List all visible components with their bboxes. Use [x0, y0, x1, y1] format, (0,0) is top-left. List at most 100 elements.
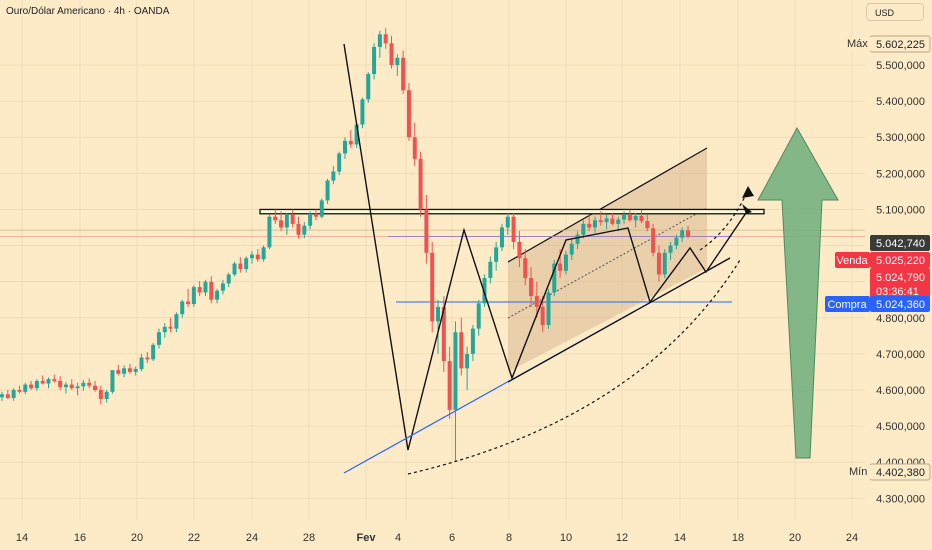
current-price-value: 5.024,790 — [876, 272, 925, 284]
candle-body — [406, 90, 411, 138]
candle-body — [215, 290, 220, 300]
candle-body — [476, 303, 481, 329]
current-price-bg — [870, 268, 930, 298]
dotted-projection-curve — [407, 259, 741, 475]
candle-body — [482, 278, 487, 304]
candle-body — [418, 158, 423, 210]
candle-body — [191, 287, 196, 305]
candle-body — [616, 219, 621, 224]
candle-body — [319, 200, 324, 217]
candle-body — [610, 218, 615, 224]
projection-arrowhead — [742, 186, 754, 198]
candle-body — [238, 263, 243, 270]
candle-body — [122, 368, 127, 374]
candle-body — [662, 252, 667, 275]
candle-body — [110, 370, 115, 392]
time-tick-label: 6 — [449, 532, 455, 544]
price-tick-label: 4.600,000 — [876, 385, 925, 397]
candle-body — [46, 379, 51, 384]
candle-body — [337, 153, 342, 172]
candle-body — [389, 43, 394, 65]
candle-body — [581, 223, 586, 235]
candle-body — [563, 254, 568, 271]
candle-body — [232, 263, 237, 275]
candle-body — [17, 390, 22, 392]
candle-body — [116, 370, 121, 374]
time-axis-bg — [0, 524, 865, 550]
currency-button[interactable]: USD — [866, 3, 924, 21]
price-tick-label: 5.300,000 — [876, 132, 925, 144]
candle-body — [546, 292, 551, 325]
candle-body — [622, 214, 627, 220]
support-line — [507, 257, 731, 383]
candle-body — [453, 332, 458, 410]
price-tick-label: 5.500,000 — [876, 60, 925, 72]
candle-body — [587, 223, 592, 228]
candle-body — [63, 384, 68, 388]
candle-body — [296, 223, 301, 235]
candle-body — [552, 263, 557, 293]
candle-body — [523, 258, 528, 279]
zigzag-path — [343, 43, 749, 451]
candle-body — [34, 380, 39, 389]
candle-body — [395, 57, 400, 65]
candle-body — [127, 368, 132, 372]
candle-body — [459, 332, 464, 369]
candle-body — [592, 220, 597, 228]
candle-body — [5, 394, 10, 398]
sell-value-tag: 5.025,220 — [876, 255, 925, 267]
price-channel — [0, 147, 865, 372]
candle-body — [220, 283, 225, 291]
candle-body — [52, 379, 57, 381]
candle-body — [40, 380, 45, 384]
last-price-tag-bg — [870, 235, 930, 251]
sell-value-tag-bg — [870, 252, 930, 268]
candle-body — [168, 326, 173, 329]
time-tick-label: 10 — [560, 532, 572, 544]
time-tick-label: 4 — [395, 532, 401, 544]
candle-body — [0, 394, 4, 398]
time-tick-label: 14 — [16, 532, 28, 544]
dotted-projection-upper — [699, 189, 749, 251]
candle-body — [470, 328, 475, 354]
price-tick-label: 4.700,000 — [876, 349, 925, 361]
trend-drawings — [343, 43, 754, 475]
candle-body — [372, 46, 377, 75]
candle-body — [226, 274, 231, 284]
channel-fill — [508, 148, 707, 372]
candle-body — [139, 357, 144, 370]
candle-body — [273, 216, 278, 221]
candle-body — [517, 241, 522, 259]
time-tick-label: 8 — [506, 532, 512, 544]
last-price-tag: 5.042,740 — [876, 238, 925, 250]
candle-body — [29, 384, 34, 389]
candle-body — [639, 215, 644, 221]
time-tick-label: 24 — [246, 532, 258, 544]
candle-body — [377, 34, 382, 47]
candle-body — [279, 220, 284, 228]
max-value-tag-bg — [870, 36, 930, 52]
candle-body — [98, 390, 103, 400]
candle-body — [93, 385, 98, 390]
green-up-arrow — [757, 126, 839, 459]
sell-label-bg — [835, 252, 870, 268]
candle-body — [680, 230, 685, 238]
candle-body — [255, 254, 260, 260]
price-tick-label: 5.400,000 — [876, 96, 925, 108]
time-tick-label: 28 — [303, 532, 315, 544]
price-tick-label: 4.500,000 — [876, 421, 925, 433]
candle-body — [302, 225, 307, 235]
candle-body — [308, 213, 313, 226]
candle-body — [11, 390, 16, 398]
candle-body — [651, 228, 656, 253]
price-tags: 5.602,225 5.042,740 5.025,220 Venda 5.024,79… — [825, 35, 931, 481]
candle-body — [209, 281, 214, 300]
candle-body — [401, 57, 406, 91]
candle-body — [558, 263, 563, 271]
candle-body — [656, 252, 661, 275]
zigzag-arrowhead — [742, 204, 752, 214]
candle-body — [261, 247, 266, 260]
candle-body — [203, 281, 208, 293]
